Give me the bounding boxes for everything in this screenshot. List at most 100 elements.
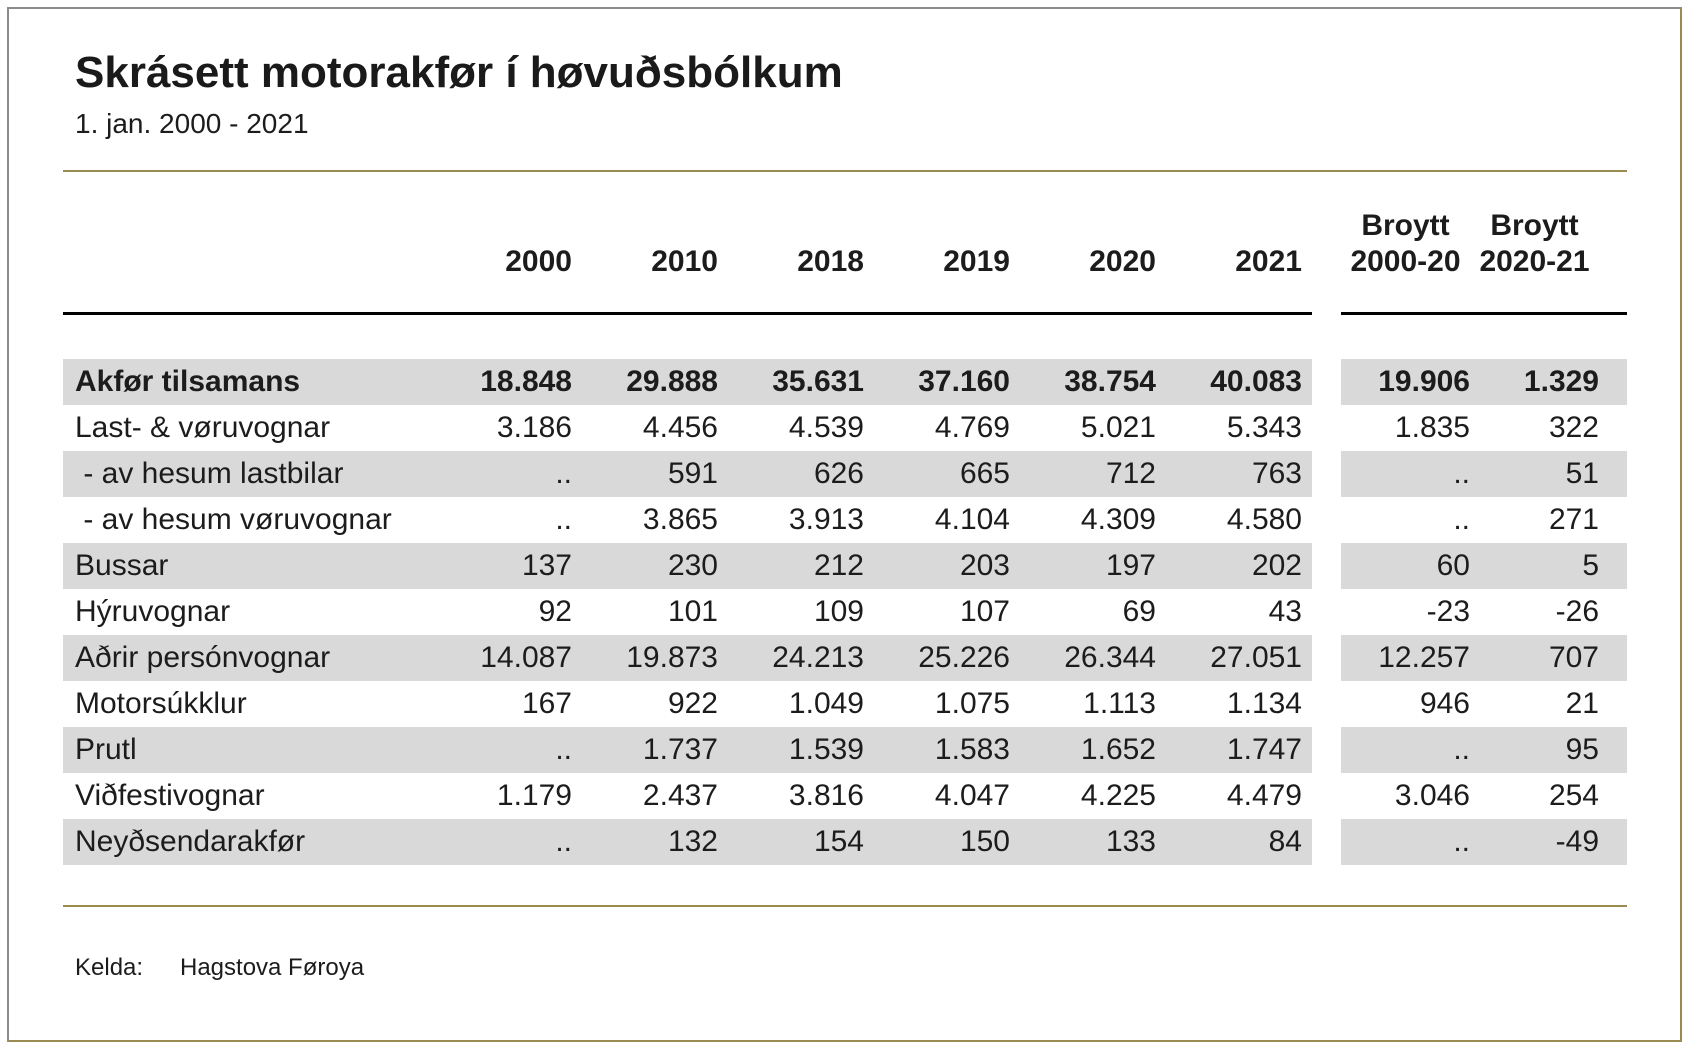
change-cell: 322 [1548, 411, 1599, 444]
row-main-band: Hýruvognar 92 101 109 107 69 43 [63, 589, 1312, 635]
row-main-band: Motorsúkklur 167 922 1.049 1.075 1.113 1… [63, 681, 1312, 727]
value-cell: 5.343 [1226, 411, 1302, 444]
year-column-header: 2018 [797, 245, 864, 278]
row-main-band: Akfør tilsamans 18.848 29.888 35.631 37.… [63, 359, 1312, 405]
value-cell: 1.583 [934, 733, 1010, 766]
value-cell: 4.479 [1226, 779, 1302, 812]
row-main-band: Aðrir persónvognar 14.087 19.873 24.213 … [63, 635, 1312, 681]
change-cell: .. [1453, 825, 1470, 858]
value-cell: 92 [538, 595, 572, 628]
change-cell: 1.835 [1394, 411, 1470, 444]
value-cell: 154 [813, 825, 864, 858]
row-change-band: 60 5 [1341, 543, 1627, 589]
row-change-band: .. -49 [1341, 819, 1627, 865]
page-subtitle: 1. jan. 2000 - 2021 [75, 108, 309, 139]
table-row: Hýruvognar 92 101 109 107 69 43 -23 -26 [63, 589, 1627, 635]
change-cell: 254 [1548, 779, 1599, 812]
value-cell: .. [555, 503, 572, 536]
value-cell: .. [555, 733, 572, 766]
page-frame: Skrásett motorakfør í høvuðsbólkum 1. ja… [7, 7, 1682, 1042]
section-gap [1312, 727, 1341, 773]
table-row: Motorsúkklur 167 922 1.049 1.075 1.113 1… [63, 681, 1627, 727]
value-cell: 133 [1105, 825, 1156, 858]
row-label: - av hesum vøruvognar [75, 503, 392, 536]
value-cell: 167 [521, 687, 572, 720]
change-cell: 51 [1565, 457, 1599, 490]
value-cell: 203 [959, 549, 1010, 582]
value-cell: 1.075 [934, 687, 1010, 720]
table-row: Akfør tilsamans 18.848 29.888 35.631 37.… [63, 359, 1627, 405]
row-main-band: Viðfestivognar 1.179 2.437 3.816 4.047 4… [63, 773, 1312, 819]
change-cell: -49 [1555, 825, 1599, 858]
change-cell: .. [1453, 503, 1470, 536]
value-cell: 19.873 [626, 641, 718, 674]
row-label: Neyðsendarakfør [75, 825, 306, 858]
change-cell: 95 [1565, 733, 1599, 766]
content-area: Skrásett motorakfør í høvuðsbólkum 1. ja… [63, 45, 1627, 983]
value-cell: 1.539 [788, 733, 864, 766]
row-main-band: - av hesum lastbilar .. 591 626 665 712 … [63, 451, 1312, 497]
table-row: - av hesum vøruvognar .. 3.865 3.913 4.1… [63, 497, 1627, 543]
year-column-header: 2010 [651, 245, 718, 278]
value-cell: 132 [667, 825, 718, 858]
value-cell: 212 [813, 549, 864, 582]
value-cell: 27.051 [1210, 641, 1302, 674]
value-cell: 43 [1268, 595, 1302, 628]
year-column-header: 2019 [943, 245, 1010, 278]
value-cell: 1.737 [642, 733, 718, 766]
value-cell: 38.754 [1064, 365, 1156, 398]
table-row: Aðrir persónvognar 14.087 19.873 24.213 … [63, 635, 1627, 681]
row-label: Hýruvognar [75, 595, 231, 628]
row-change-band: .. 51 [1341, 451, 1627, 497]
value-cell: 2.437 [642, 779, 718, 812]
year-column-header: 2020 [1089, 245, 1156, 278]
section-gap [1312, 312, 1341, 315]
row-label: Aðrir persónvognar [75, 641, 331, 674]
row-change-band: 946 21 [1341, 681, 1627, 727]
change-cell: 946 [1419, 687, 1470, 720]
value-cell: 4.047 [934, 779, 1010, 812]
value-cell: 29.888 [626, 365, 718, 398]
row-label: - av hesum lastbilar [75, 457, 344, 490]
source-row: Kelda: Hagstova Føroya [63, 953, 1627, 983]
value-cell: 3.186 [496, 411, 572, 444]
change-cell: 12.257 [1378, 641, 1470, 674]
row-change-band: -23 -26 [1341, 589, 1627, 635]
value-cell: 1.134 [1226, 687, 1302, 720]
change-cell: 19.906 [1378, 365, 1470, 398]
value-cell: 763 [1251, 457, 1302, 490]
value-cell: .. [555, 825, 572, 858]
section-gap [1312, 681, 1341, 727]
row-change-band: 3.046 254 [1341, 773, 1627, 819]
value-cell: 26.344 [1064, 641, 1156, 674]
value-cell: 24.213 [772, 641, 864, 674]
value-cell: 101 [667, 595, 718, 628]
section-gap [1312, 589, 1341, 635]
change-column-header: Broytt 2020-21 [1479, 209, 1590, 278]
row-main-band: Neyðsendarakfør .. 132 154 150 133 84 [63, 819, 1312, 865]
row-label: Akfør tilsamans [75, 365, 301, 398]
row-label: Motorsúkklur [75, 687, 247, 720]
value-cell: 150 [959, 825, 1010, 858]
value-cell: 1.179 [496, 779, 572, 812]
source-label: Kelda: [75, 954, 144, 981]
section-gap [1312, 405, 1341, 451]
table-row: Prutl .. 1.737 1.539 1.583 1.652 1.747 .… [63, 727, 1627, 773]
source-value: Hagstova Føroya [180, 954, 365, 981]
value-cell: 4.456 [642, 411, 718, 444]
change-column-header: Broytt 2000-20 [1350, 209, 1461, 278]
table-row: Neyðsendarakfør .. 132 154 150 133 84 ..… [63, 819, 1627, 865]
value-cell: 202 [1251, 549, 1302, 582]
value-cell: 1.049 [788, 687, 864, 720]
value-cell: 40.083 [1210, 365, 1302, 398]
value-cell: 712 [1105, 457, 1156, 490]
value-cell: 626 [813, 457, 864, 490]
section-gap [1312, 635, 1341, 681]
value-cell: 3.816 [788, 779, 864, 812]
section-gap [1312, 497, 1341, 543]
value-cell: 14.087 [480, 641, 572, 674]
row-label: Viðfestivognar [75, 779, 265, 812]
section-gap [1312, 773, 1341, 819]
top-divider [63, 170, 1627, 172]
change-cell: 21 [1565, 687, 1599, 720]
